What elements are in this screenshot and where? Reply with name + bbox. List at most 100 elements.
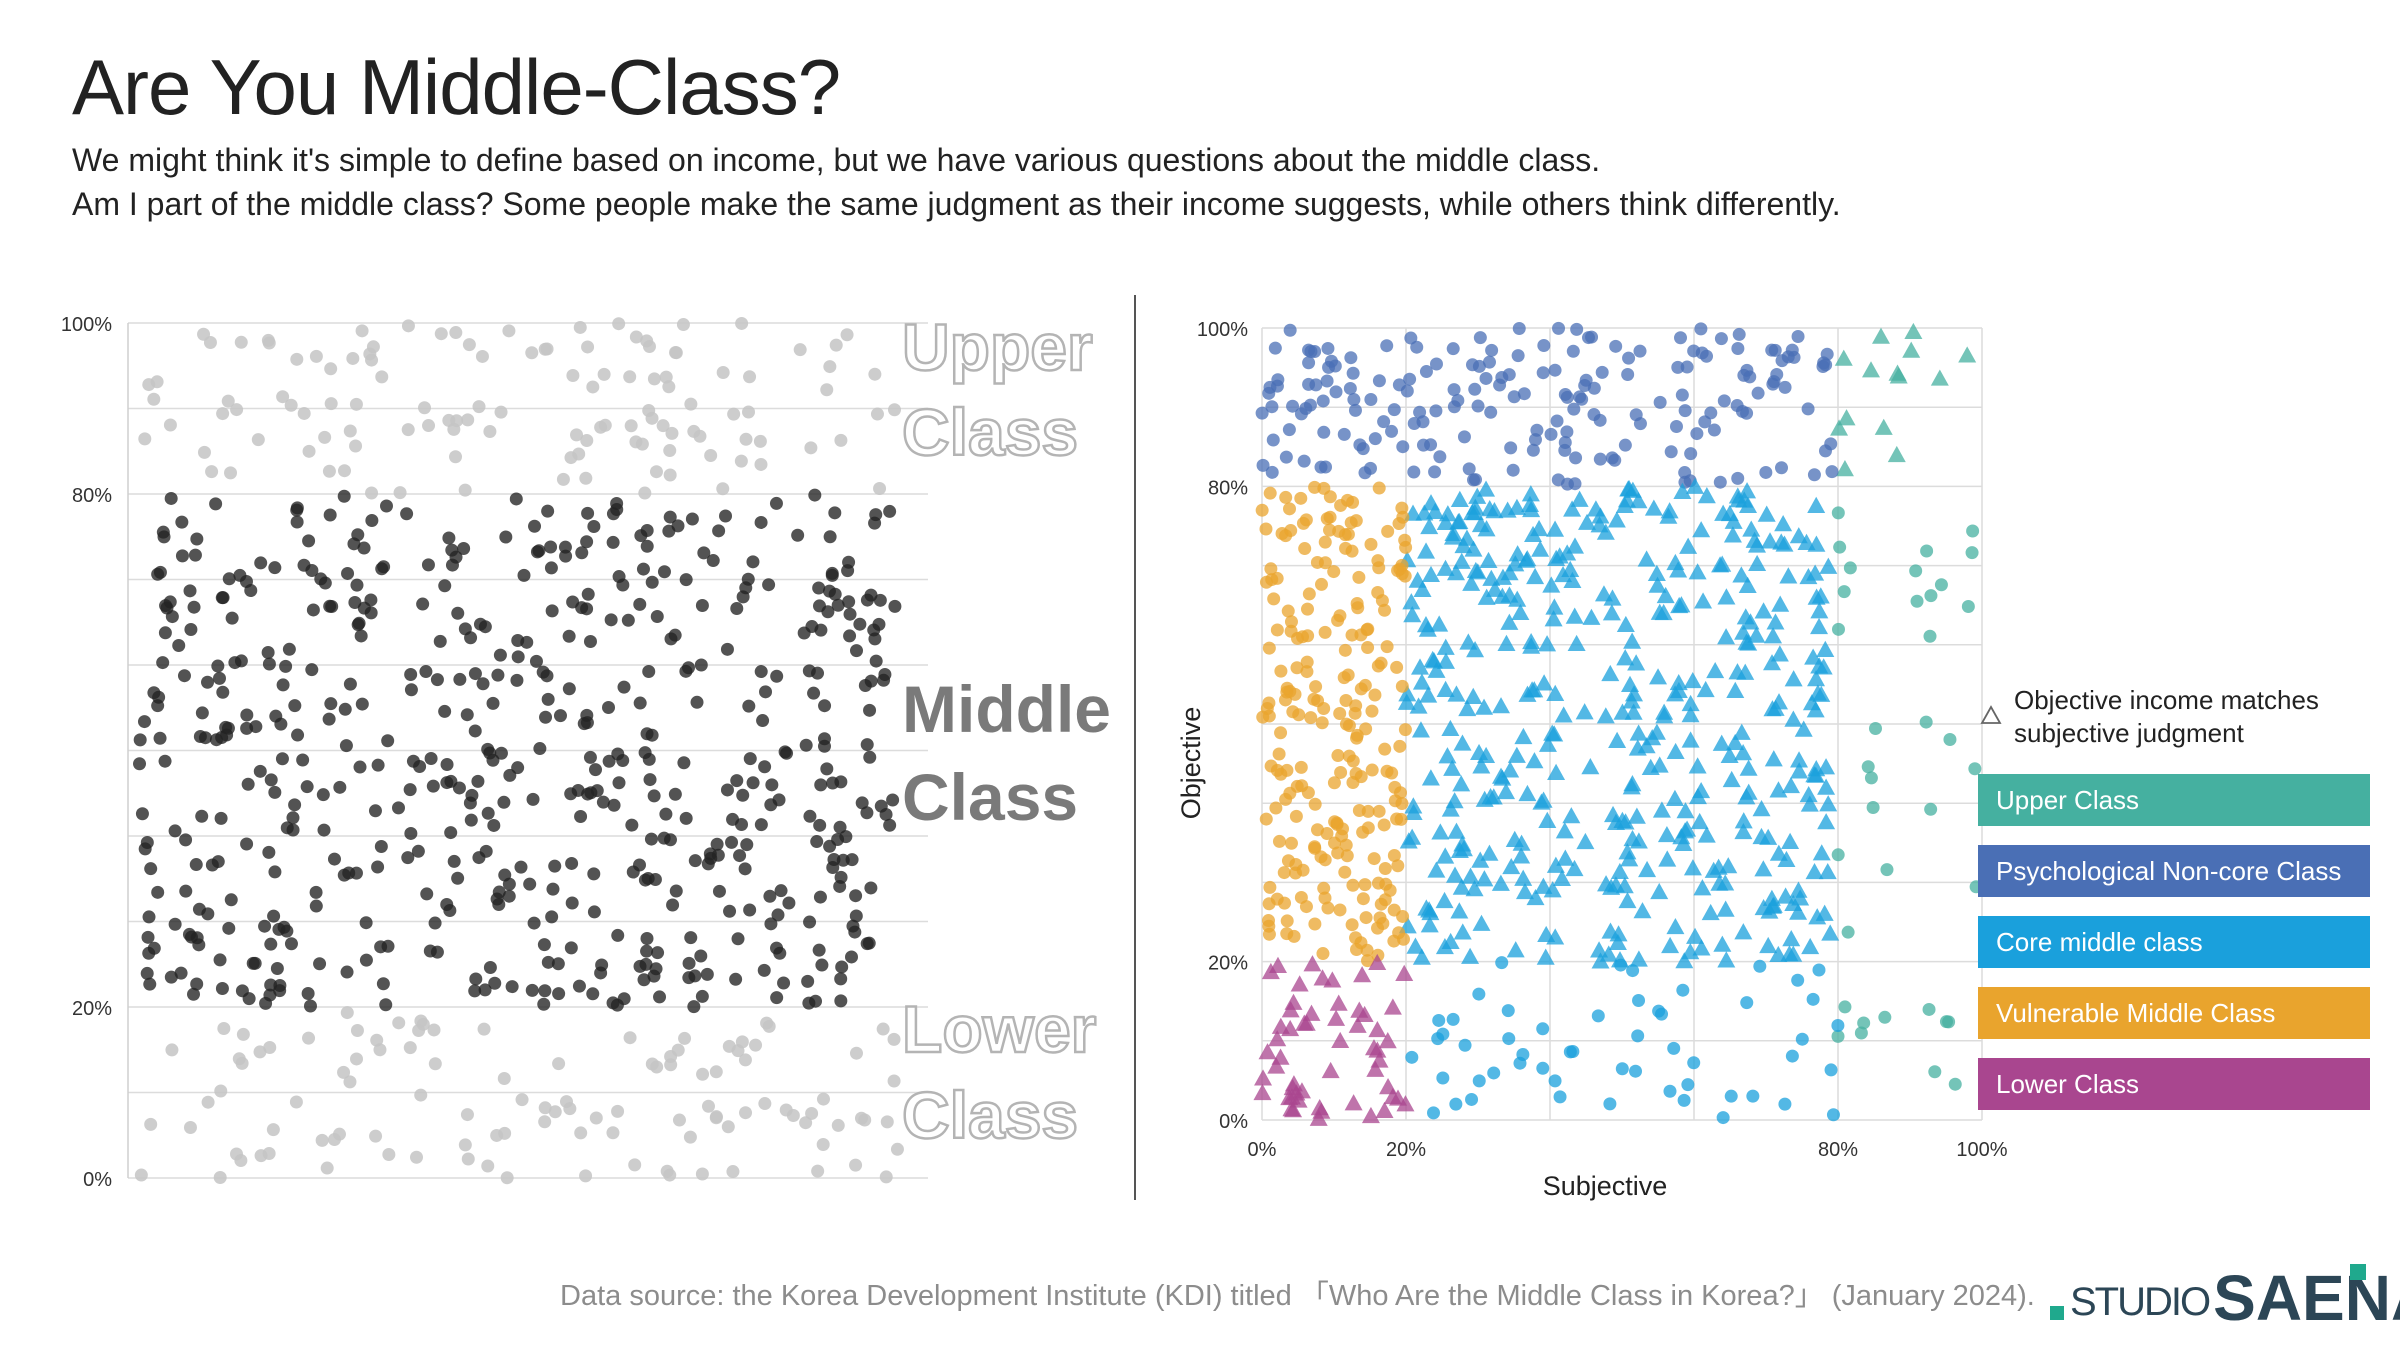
data-point-triangle	[1837, 409, 1856, 426]
data-point-triangle	[1622, 778, 1641, 795]
data-point	[1837, 585, 1851, 599]
data-point	[487, 818, 501, 832]
data-point	[1353, 438, 1367, 452]
data-point	[1968, 762, 1982, 776]
data-point	[817, 732, 831, 746]
data-point	[1687, 1056, 1701, 1070]
data-point	[419, 665, 433, 679]
data-point	[1301, 786, 1315, 800]
data-point	[1392, 517, 1406, 531]
data-point	[671, 519, 685, 533]
data-point	[657, 831, 671, 845]
data-point	[235, 984, 249, 998]
data-point	[848, 925, 862, 939]
data-point	[189, 858, 203, 872]
data-point	[641, 871, 655, 885]
data-point	[444, 826, 458, 840]
data-point	[355, 697, 369, 711]
data-point-triangle	[1581, 758, 1600, 775]
data-point	[1775, 354, 1789, 368]
data-point	[860, 593, 874, 607]
data-point	[769, 496, 783, 510]
data-point	[262, 845, 276, 859]
data-point	[545, 604, 559, 618]
data-point-triangle	[1475, 790, 1494, 807]
data-point	[511, 761, 525, 775]
data-point	[1344, 351, 1358, 365]
data-point	[662, 380, 676, 394]
data-point-triangle	[1427, 861, 1446, 878]
data-point	[1288, 687, 1302, 701]
data-point	[553, 709, 567, 723]
data-point	[710, 837, 724, 851]
data-point	[1378, 603, 1392, 617]
data-point	[374, 840, 388, 854]
data-point	[1731, 341, 1745, 355]
data-point	[807, 686, 821, 700]
data-point-triangle	[1811, 587, 1830, 604]
data-point	[142, 910, 156, 924]
data-point-triangle	[1623, 481, 1642, 498]
data-point-triangle	[1807, 760, 1826, 777]
data-point	[411, 844, 425, 858]
data-point-triangle	[1790, 762, 1809, 779]
data-point-triangle	[1641, 758, 1660, 775]
data-point	[544, 561, 558, 575]
data-point	[1274, 664, 1288, 678]
data-point-triangle	[1563, 500, 1582, 517]
data-point	[263, 1041, 277, 1055]
data-point	[616, 578, 630, 592]
data-point	[566, 368, 580, 382]
data-point-triangle	[1567, 634, 1586, 652]
data-point-triangle	[1806, 564, 1825, 581]
data-point	[1618, 438, 1632, 452]
data-point	[1920, 544, 1934, 558]
data-point	[812, 599, 826, 613]
data-point	[214, 811, 228, 825]
data-point	[337, 1065, 351, 1079]
data-point	[1966, 524, 1980, 538]
subtitle-line-1: We might think it's simple to define bas…	[72, 142, 1601, 178]
data-point	[791, 528, 805, 542]
data-point	[834, 972, 848, 986]
data-point	[541, 955, 555, 969]
data-point-triangle	[1404, 803, 1423, 821]
data-point	[172, 639, 186, 653]
y-axis-label: Objective	[1176, 707, 1206, 820]
data-point-triangle	[1321, 1061, 1340, 1079]
data-point	[213, 1170, 227, 1184]
data-point	[337, 868, 351, 882]
data-point	[1348, 706, 1362, 720]
data-point	[556, 472, 570, 486]
data-point-triangle	[1726, 681, 1745, 699]
data-point	[488, 976, 502, 990]
data-point	[888, 403, 902, 417]
data-point-triangle	[1420, 517, 1439, 535]
data-point-triangle	[1470, 743, 1489, 761]
data-point	[808, 488, 822, 502]
data-point-triangle	[1479, 551, 1498, 569]
data-point	[849, 1046, 863, 1060]
data-point	[805, 1106, 819, 1120]
data-point-triangle	[1658, 850, 1677, 867]
data-point-triangle	[1764, 896, 1783, 913]
data-point	[1407, 465, 1421, 479]
data-point-triangle	[1834, 349, 1853, 366]
data-point	[481, 806, 495, 820]
data-point	[1629, 1064, 1643, 1078]
data-point-triangle	[1681, 706, 1700, 723]
data-point	[324, 697, 338, 711]
data-point	[509, 492, 523, 506]
data-point	[1317, 881, 1331, 895]
data-point	[659, 807, 673, 821]
logo-saena-text: SAENA	[2213, 1262, 2400, 1334]
data-point	[1348, 403, 1362, 417]
data-point-triangle	[1716, 900, 1735, 917]
data-point	[801, 974, 815, 988]
data-point-triangle	[1547, 763, 1566, 780]
data-point	[1487, 1066, 1501, 1080]
data-point	[743, 370, 757, 384]
data-point	[235, 1056, 249, 1070]
data-point	[586, 380, 600, 394]
data-point-triangle	[1368, 1041, 1387, 1058]
